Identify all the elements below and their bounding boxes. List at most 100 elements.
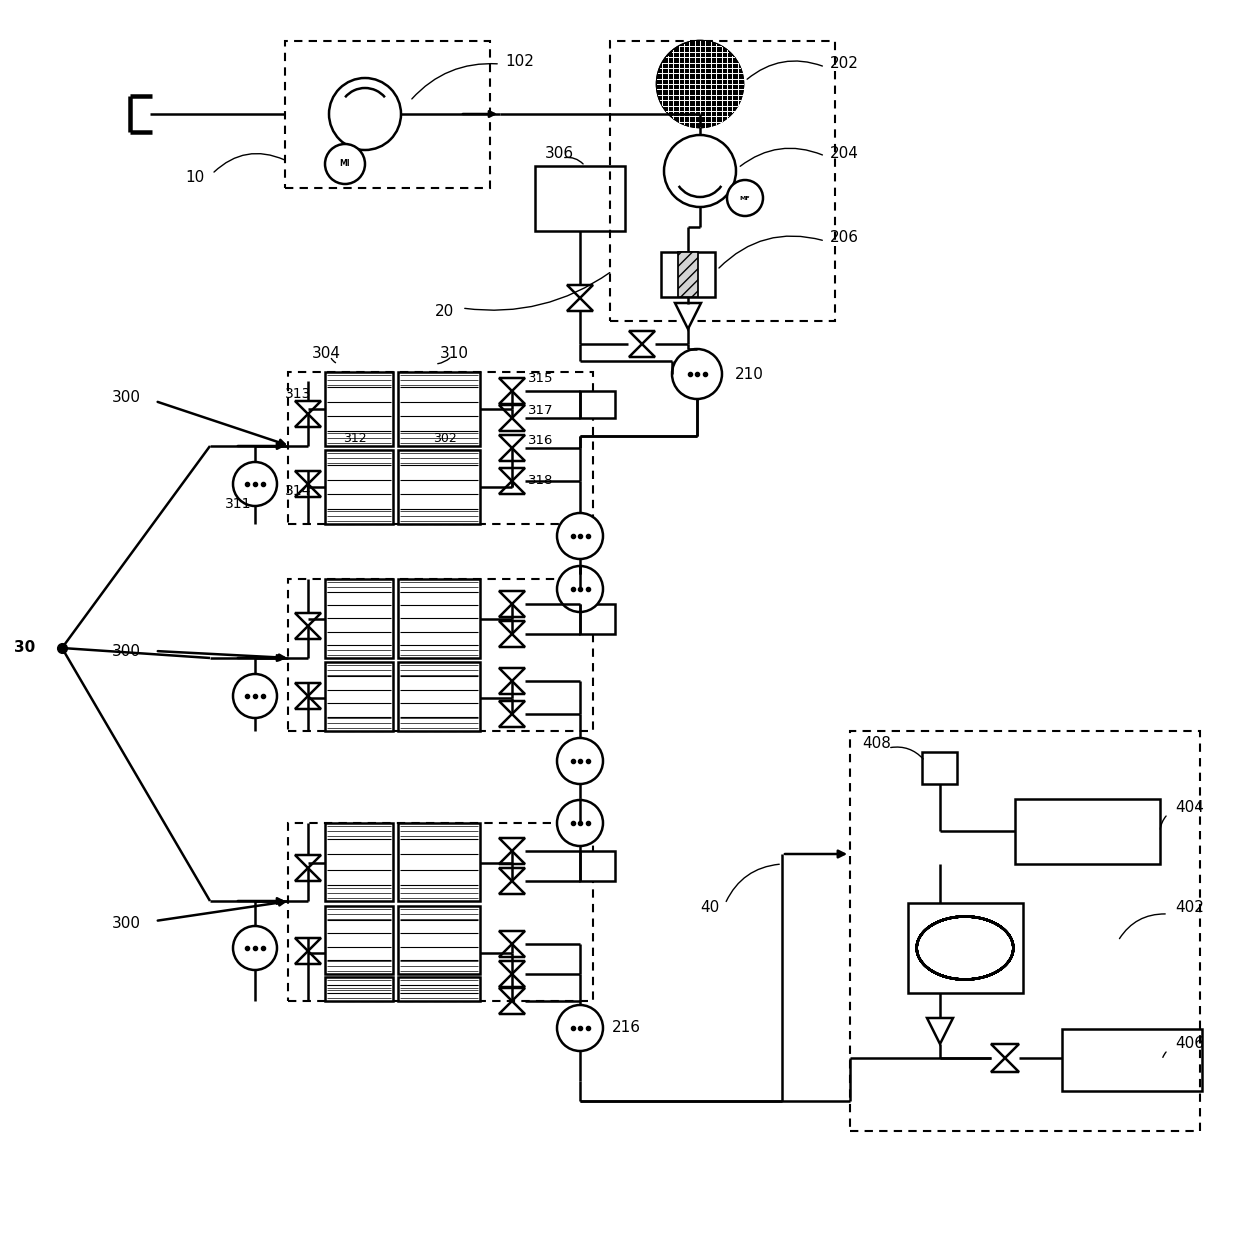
Text: 40: 40 bbox=[701, 901, 719, 916]
Polygon shape bbox=[295, 684, 321, 696]
Polygon shape bbox=[498, 701, 525, 714]
Polygon shape bbox=[295, 471, 321, 485]
Polygon shape bbox=[675, 303, 701, 329]
Polygon shape bbox=[325, 906, 393, 974]
Polygon shape bbox=[498, 681, 525, 693]
Text: 310: 310 bbox=[440, 346, 469, 361]
Circle shape bbox=[233, 462, 277, 506]
Text: MF: MF bbox=[740, 195, 750, 200]
Polygon shape bbox=[398, 976, 480, 1001]
Text: 316: 316 bbox=[528, 435, 553, 447]
Text: 311: 311 bbox=[224, 497, 252, 510]
Polygon shape bbox=[580, 604, 615, 634]
Polygon shape bbox=[498, 405, 525, 418]
Polygon shape bbox=[991, 1058, 1019, 1072]
Polygon shape bbox=[580, 852, 615, 881]
Circle shape bbox=[557, 566, 603, 612]
Text: 306: 306 bbox=[546, 147, 574, 162]
Text: 20: 20 bbox=[435, 304, 454, 319]
Polygon shape bbox=[498, 418, 525, 431]
Polygon shape bbox=[498, 974, 525, 988]
Polygon shape bbox=[567, 286, 593, 298]
Circle shape bbox=[727, 180, 763, 216]
Polygon shape bbox=[398, 372, 480, 446]
Text: 406: 406 bbox=[1176, 1037, 1204, 1052]
Text: 202: 202 bbox=[830, 57, 859, 72]
Text: 300: 300 bbox=[112, 391, 141, 405]
Polygon shape bbox=[498, 667, 525, 681]
Circle shape bbox=[233, 674, 277, 718]
Polygon shape bbox=[498, 591, 525, 604]
Text: 300: 300 bbox=[112, 917, 141, 932]
Circle shape bbox=[657, 41, 743, 127]
Text: 312: 312 bbox=[343, 431, 367, 445]
Polygon shape bbox=[398, 662, 480, 730]
Polygon shape bbox=[325, 976, 393, 1001]
Polygon shape bbox=[928, 1018, 954, 1044]
Polygon shape bbox=[325, 662, 393, 730]
Polygon shape bbox=[580, 391, 615, 418]
Circle shape bbox=[233, 926, 277, 970]
Polygon shape bbox=[498, 988, 525, 1001]
Polygon shape bbox=[295, 855, 321, 868]
Text: 408: 408 bbox=[862, 737, 890, 751]
Polygon shape bbox=[398, 823, 480, 901]
Polygon shape bbox=[295, 485, 321, 497]
Polygon shape bbox=[295, 938, 321, 950]
Polygon shape bbox=[325, 450, 393, 524]
Polygon shape bbox=[325, 372, 393, 446]
Polygon shape bbox=[398, 450, 480, 524]
Polygon shape bbox=[295, 414, 321, 426]
Text: 204: 204 bbox=[830, 147, 859, 162]
Polygon shape bbox=[398, 906, 480, 974]
Polygon shape bbox=[498, 447, 525, 461]
Polygon shape bbox=[295, 625, 321, 639]
Polygon shape bbox=[677, 251, 698, 297]
Text: 206: 206 bbox=[830, 230, 859, 246]
Circle shape bbox=[557, 738, 603, 784]
Circle shape bbox=[557, 1005, 603, 1051]
Text: 314: 314 bbox=[285, 485, 311, 498]
Polygon shape bbox=[908, 904, 1023, 993]
Polygon shape bbox=[629, 344, 655, 357]
Polygon shape bbox=[661, 251, 715, 297]
Circle shape bbox=[329, 78, 401, 150]
Text: 102: 102 bbox=[505, 53, 534, 68]
Polygon shape bbox=[295, 400, 321, 414]
Polygon shape bbox=[498, 378, 525, 391]
Text: 402: 402 bbox=[1176, 901, 1204, 916]
Polygon shape bbox=[498, 881, 525, 894]
Polygon shape bbox=[498, 714, 525, 727]
Text: 300: 300 bbox=[112, 644, 141, 659]
Polygon shape bbox=[498, 931, 525, 944]
Polygon shape bbox=[295, 613, 321, 625]
Circle shape bbox=[663, 135, 737, 206]
Text: 315: 315 bbox=[528, 372, 553, 384]
Polygon shape bbox=[629, 331, 655, 344]
Polygon shape bbox=[325, 823, 393, 901]
Polygon shape bbox=[498, 838, 525, 852]
Circle shape bbox=[557, 513, 603, 559]
Polygon shape bbox=[295, 696, 321, 709]
Text: 216: 216 bbox=[613, 1021, 641, 1036]
Polygon shape bbox=[567, 298, 593, 311]
Polygon shape bbox=[498, 1001, 525, 1014]
Polygon shape bbox=[498, 944, 525, 957]
Polygon shape bbox=[498, 468, 525, 481]
Polygon shape bbox=[295, 868, 321, 881]
Text: 30: 30 bbox=[15, 640, 36, 655]
Polygon shape bbox=[498, 868, 525, 881]
Polygon shape bbox=[498, 852, 525, 864]
Polygon shape bbox=[991, 1044, 1019, 1058]
Polygon shape bbox=[498, 634, 525, 646]
Polygon shape bbox=[398, 578, 480, 658]
Text: 302: 302 bbox=[433, 431, 456, 445]
Text: 317: 317 bbox=[528, 404, 553, 418]
Circle shape bbox=[325, 145, 365, 184]
Polygon shape bbox=[498, 391, 525, 404]
Text: 313: 313 bbox=[285, 387, 311, 400]
Polygon shape bbox=[295, 950, 321, 964]
Text: MI: MI bbox=[340, 159, 351, 168]
Circle shape bbox=[672, 349, 722, 399]
Text: 304: 304 bbox=[312, 346, 341, 361]
